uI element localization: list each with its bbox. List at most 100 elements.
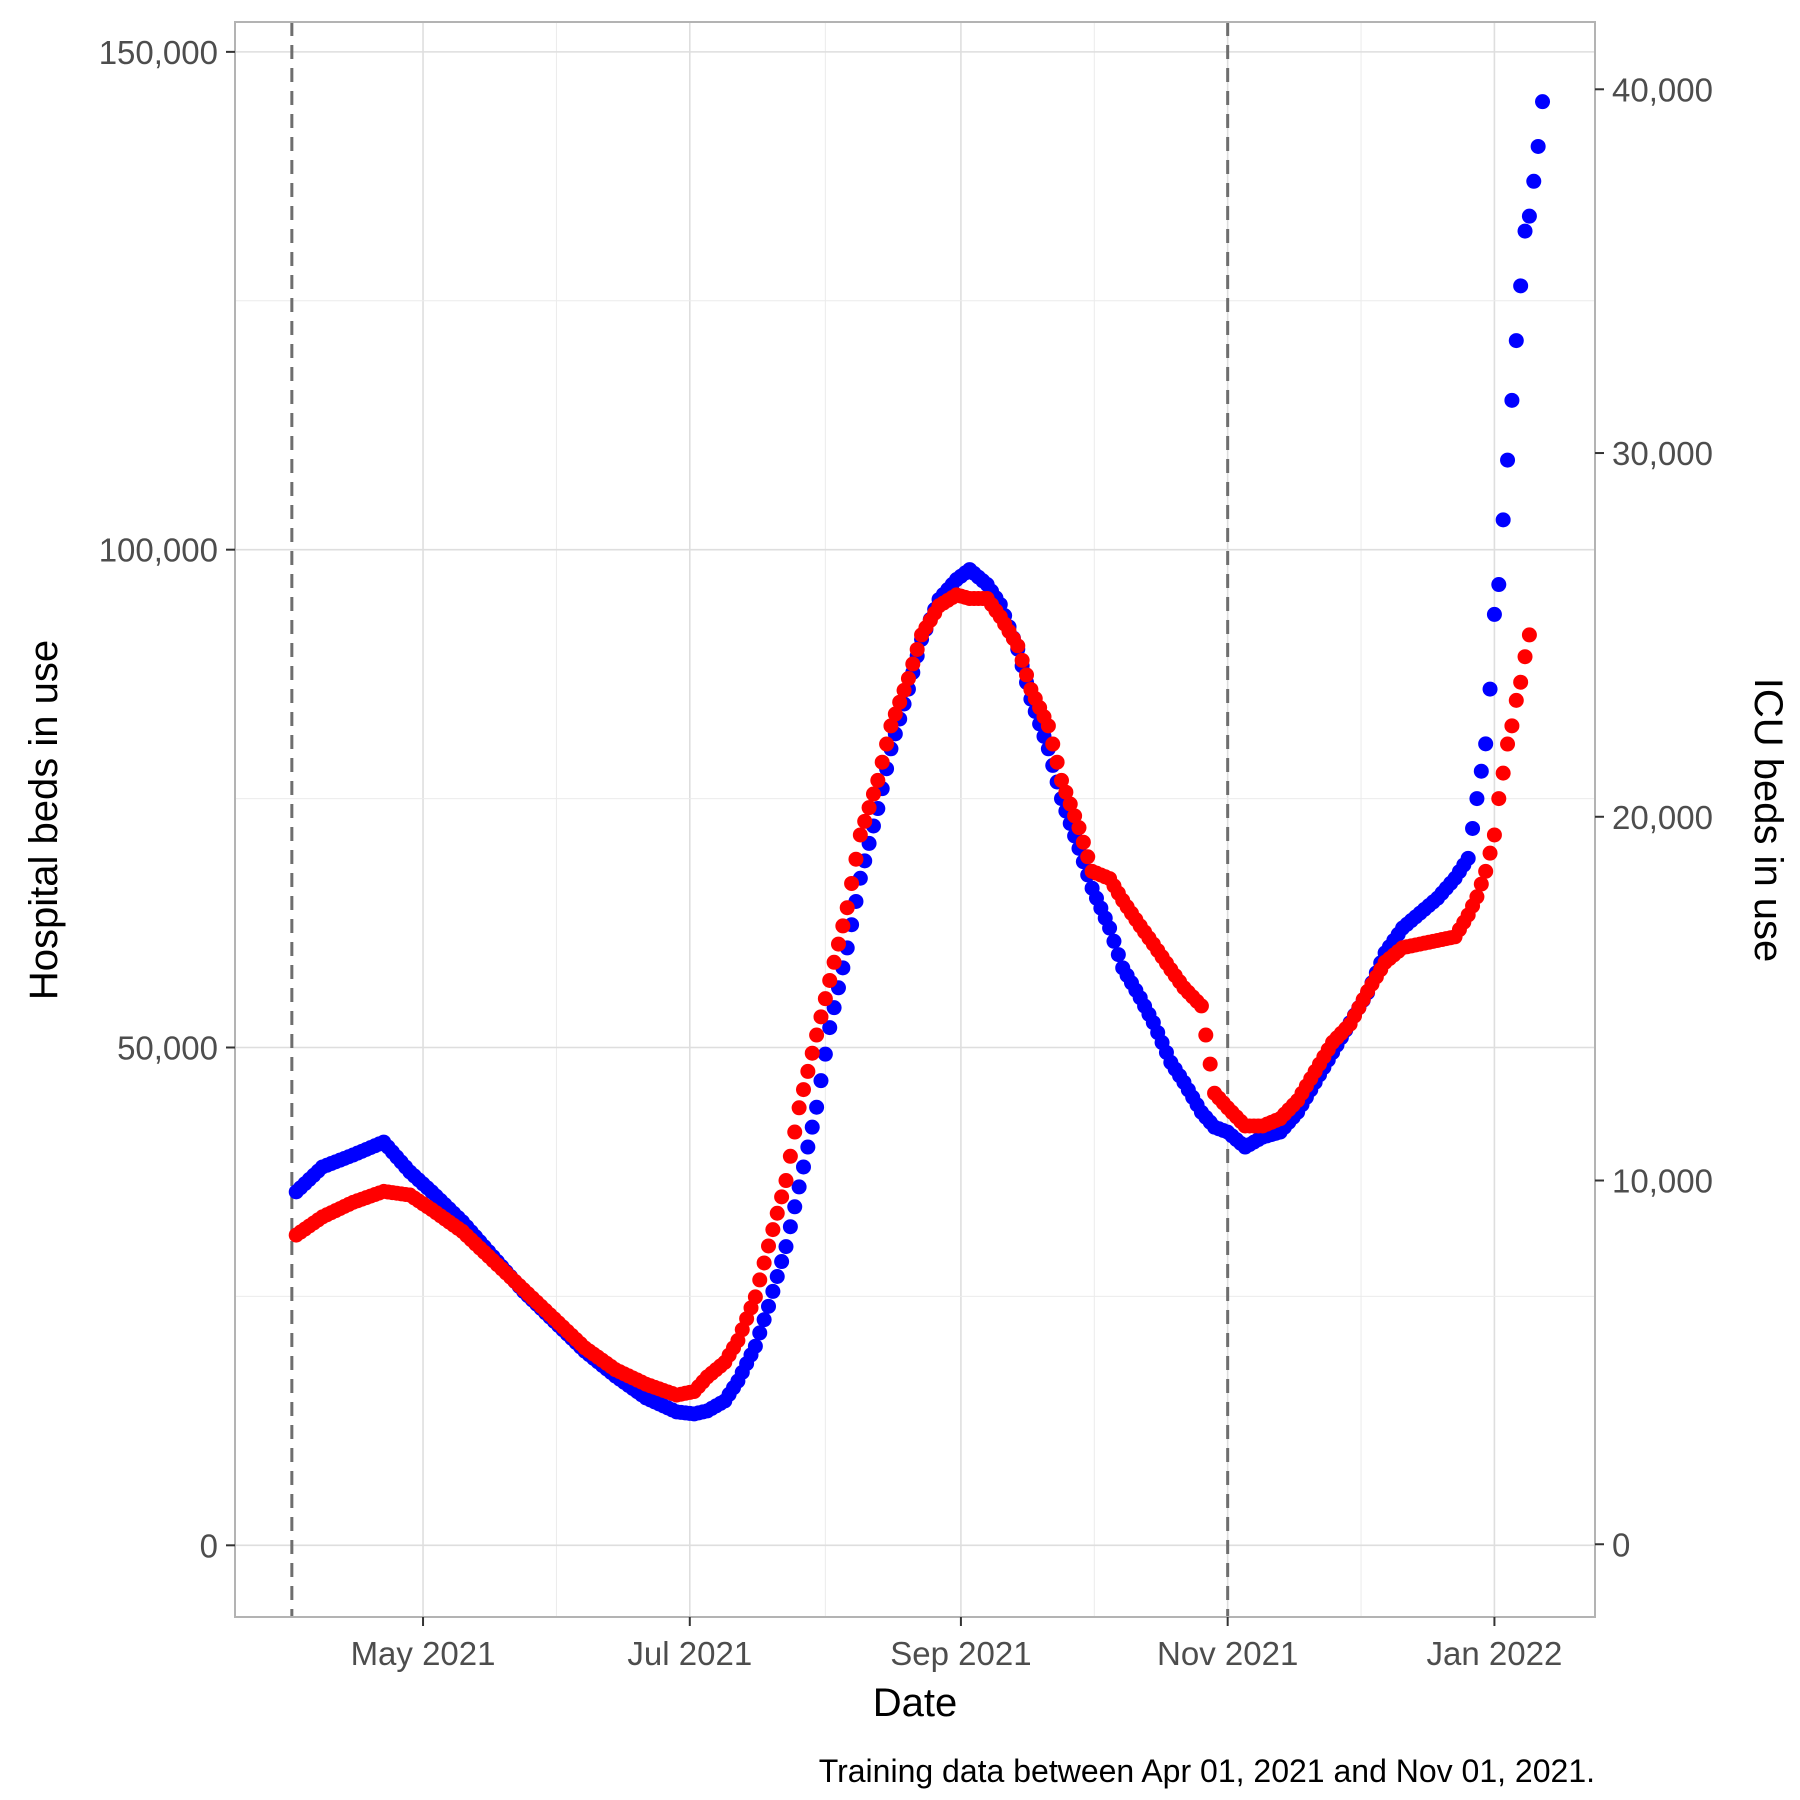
icu-point xyxy=(809,1027,825,1043)
hospital-point xyxy=(756,1312,772,1328)
hospital-point xyxy=(1513,278,1529,294)
icu-point xyxy=(761,1238,777,1254)
icu-point xyxy=(1478,863,1494,879)
hospital-point xyxy=(795,1159,811,1175)
icu-point xyxy=(804,1045,820,1061)
icu-point xyxy=(870,772,886,788)
hospital-point xyxy=(1473,763,1489,779)
hospital-point xyxy=(778,1239,794,1255)
y-tick-label: 150,000 xyxy=(99,34,218,71)
icu-point xyxy=(1075,834,1091,850)
icu-point xyxy=(1469,889,1485,905)
y-axis-right: 0 10,000 20,000 30,000 40,000 xyxy=(1595,71,1713,1563)
y2-tick-label: 20,000 xyxy=(1612,799,1713,836)
hospital-point xyxy=(1491,577,1507,593)
icu-point xyxy=(1198,1027,1214,1043)
icu-point xyxy=(861,800,877,816)
x-tick-label: Nov 2021 xyxy=(1157,1635,1298,1672)
icu-point xyxy=(1473,876,1489,892)
icu-point xyxy=(1080,849,1096,865)
icu-point xyxy=(1521,627,1537,643)
hospital-point xyxy=(809,1099,825,1115)
icu-point xyxy=(1491,791,1507,807)
hospital-point xyxy=(1465,820,1481,836)
hospital-point xyxy=(765,1283,781,1299)
hospital-point xyxy=(747,1338,763,1354)
x-tick-label: Jul 2021 xyxy=(627,1635,752,1672)
hospital-point xyxy=(1102,920,1118,936)
icu-point xyxy=(1202,1056,1218,1072)
icu-point xyxy=(1067,808,1083,824)
x-axis: May 2021 Jul 2021 Sep 2021 Nov 2021 Jan 2022 xyxy=(351,1617,1562,1672)
icu-point xyxy=(1486,827,1502,843)
hospital-point xyxy=(1478,736,1494,752)
icu-point xyxy=(787,1124,803,1140)
icu-point xyxy=(1010,638,1026,654)
icu-point xyxy=(852,827,868,843)
icu-point xyxy=(844,875,860,891)
hospital-point xyxy=(787,1199,803,1215)
hospital-point xyxy=(804,1119,820,1135)
icu-point xyxy=(909,641,925,657)
icu-point xyxy=(1495,765,1511,781)
icu-point xyxy=(765,1222,781,1238)
hospital-point xyxy=(769,1268,785,1284)
icu-point xyxy=(1193,998,1209,1014)
caption: Training data between Apr 01, 2021 and N… xyxy=(819,1753,1595,1789)
icu-point xyxy=(1504,718,1520,734)
y2-tick-label: 10,000 xyxy=(1612,1163,1713,1200)
icu-point xyxy=(769,1205,785,1221)
icu-point xyxy=(1053,772,1069,788)
icu-point xyxy=(1049,754,1065,770)
y2-tick-label: 40,000 xyxy=(1612,71,1713,108)
hospital-point xyxy=(1508,333,1524,349)
grid xyxy=(235,22,1595,1617)
x-axis-title: Date xyxy=(873,1681,958,1725)
hospital-point xyxy=(1110,947,1126,963)
icu-point xyxy=(865,786,881,802)
hospital-point xyxy=(1530,138,1546,154)
hospital-point xyxy=(1535,94,1551,110)
icu-point xyxy=(883,718,899,734)
hospital-point xyxy=(817,1046,833,1062)
y-axis-left: 0 50,000 100,000 150,000 xyxy=(99,34,235,1564)
icu-point xyxy=(1500,736,1516,752)
icu-point xyxy=(774,1189,790,1205)
icu-point xyxy=(900,671,916,687)
icu-point xyxy=(879,736,895,752)
hospital-point xyxy=(1526,173,1542,189)
hospital-point xyxy=(752,1325,768,1341)
hospital-point xyxy=(1521,208,1537,224)
hospital-point xyxy=(761,1298,777,1314)
icu-point xyxy=(830,936,846,952)
y-axis-title: Hospital beds in use xyxy=(22,640,66,1000)
icu-point xyxy=(1513,674,1529,690)
hospital-point xyxy=(774,1254,790,1270)
icu-point xyxy=(1482,845,1498,861)
x-tick-label: May 2021 xyxy=(351,1635,496,1672)
icu-point xyxy=(1058,784,1074,800)
icu-point xyxy=(839,900,855,916)
icu-point xyxy=(857,813,873,829)
icu-point xyxy=(1517,649,1533,665)
icu-point xyxy=(905,656,921,672)
icu-point xyxy=(1040,718,1056,734)
icu-point xyxy=(822,972,838,988)
icu-point xyxy=(756,1255,772,1271)
icu-point xyxy=(1071,820,1087,836)
hospital-point xyxy=(1106,933,1122,949)
icu-point xyxy=(1019,667,1035,683)
icu-point xyxy=(782,1148,798,1164)
hospital-point xyxy=(1482,681,1498,697)
hospital-point xyxy=(813,1073,829,1089)
y2-tick-label: 0 xyxy=(1612,1526,1630,1563)
hospital-point xyxy=(1460,850,1476,866)
points xyxy=(288,94,1551,1422)
icu-point xyxy=(778,1173,794,1189)
icu-point xyxy=(747,1289,763,1305)
hospital-point xyxy=(782,1219,798,1235)
icu-point xyxy=(813,1009,829,1025)
hospital-point xyxy=(822,1020,838,1036)
y-tick-label: 50,000 xyxy=(117,1029,218,1066)
